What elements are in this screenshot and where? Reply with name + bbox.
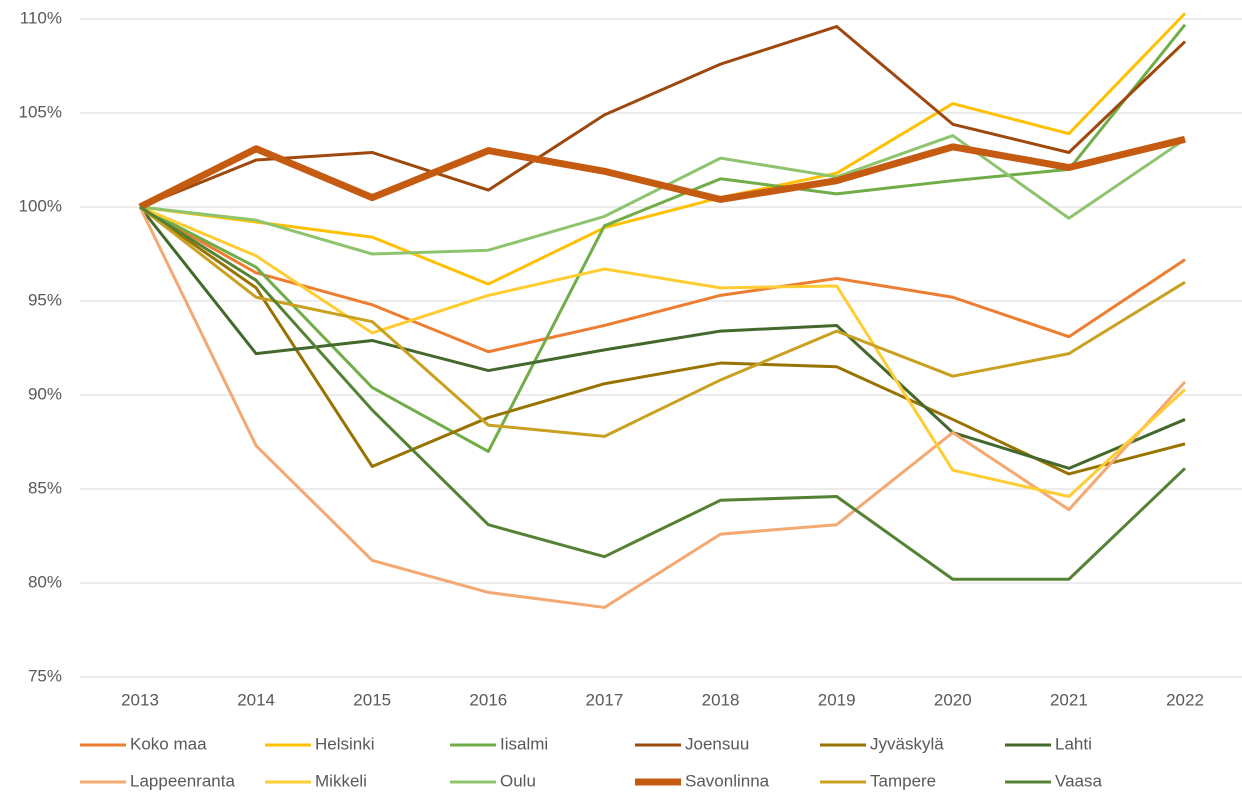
legend-label: Koko maa [130, 734, 207, 753]
y-tick-label: 105% [19, 102, 62, 121]
series-line [139, 12, 1187, 286]
legend-label: Lahti [1055, 734, 1092, 753]
x-tick-label: 2018 [702, 690, 740, 709]
series-line [139, 205, 1186, 354]
legend-label: Joensuu [685, 734, 749, 753]
y-tick-label: 100% [19, 196, 62, 215]
legend-label: Vaasa [1055, 771, 1102, 790]
legend-label: Jyväskylä [870, 734, 944, 753]
x-tick-label: 2022 [1166, 690, 1204, 709]
series-line [138, 206, 1186, 470]
legend-label: Savonlinna [685, 771, 770, 790]
series-line [139, 205, 1186, 476]
series-line [139, 23, 1187, 453]
legend-label: Lappeenranta [130, 771, 235, 790]
y-tick-label: 110% [20, 8, 62, 27]
x-tick-label: 2020 [934, 690, 972, 709]
x-tick-label: 2016 [469, 690, 507, 709]
x-tick-label: 2013 [121, 690, 159, 709]
y-tick-label: 85% [28, 478, 62, 497]
legend-label: Tampere [870, 771, 936, 790]
series-line [139, 205, 1187, 581]
series-line [139, 205, 1186, 438]
series-line [138, 206, 1187, 609]
x-tick-label: 2019 [818, 690, 856, 709]
y-tick-label: 90% [28, 384, 62, 403]
x-tick-label: 2014 [237, 690, 275, 709]
series-line [139, 205, 1187, 499]
legend-label: Oulu [500, 771, 536, 790]
x-tick-label: 2017 [586, 690, 624, 709]
legend-label: Iisalmi [500, 734, 548, 753]
series-line [139, 25, 1187, 209]
legend-label: Mikkeli [315, 771, 367, 790]
series-line [138, 135, 1186, 211]
y-tick-label: 80% [28, 572, 62, 591]
legend-label: Helsinki [315, 734, 375, 753]
x-tick-label: 2021 [1050, 690, 1088, 709]
y-tick-label: 75% [28, 666, 62, 685]
series-line [139, 134, 1186, 256]
x-tick-label: 2015 [353, 690, 391, 709]
y-tick-label: 95% [28, 290, 62, 309]
